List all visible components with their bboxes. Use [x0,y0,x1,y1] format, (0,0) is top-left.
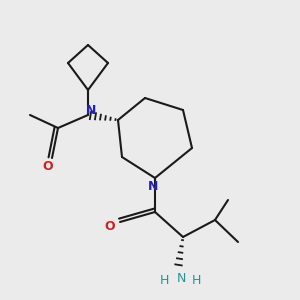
Text: N: N [176,272,186,286]
Text: H: H [191,274,201,286]
Text: O: O [105,220,115,233]
Text: H: H [159,274,169,286]
Text: N: N [148,179,158,193]
Text: O: O [43,160,53,172]
Text: N: N [86,103,96,116]
